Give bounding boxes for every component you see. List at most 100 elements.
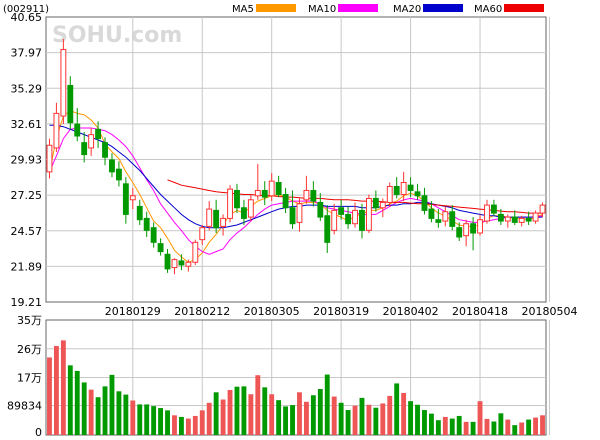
volume-bar — [60, 340, 66, 435]
candle-body — [206, 208, 213, 227]
candle-body — [289, 207, 296, 225]
volume-bar — [88, 389, 94, 435]
volume-bar — [109, 374, 115, 435]
candle-body — [365, 197, 372, 231]
candle-body — [386, 185, 393, 203]
candle-body — [171, 259, 178, 269]
volume-bar — [248, 394, 254, 435]
volume-bar — [422, 410, 427, 435]
candle-body — [122, 183, 129, 215]
candle-body — [157, 243, 164, 253]
candle-body — [345, 213, 352, 225]
legend-label: MA5 — [232, 4, 254, 15]
candle-body — [282, 193, 289, 209]
chart-header: (002911) MA5 MA10 MA20 MA60 — [3, 4, 544, 15]
candle-body — [227, 188, 233, 219]
candle-body — [477, 219, 483, 234]
y-tick-label: 37.97 — [11, 47, 43, 60]
volume-bar — [227, 389, 233, 435]
volume-bar — [324, 374, 330, 435]
volume-bar — [359, 397, 365, 435]
candle-body — [303, 189, 310, 201]
volume-bar — [276, 400, 282, 435]
y-tick-label: 24.57 — [11, 225, 43, 238]
candle-body — [324, 215, 331, 243]
volume-bar — [428, 413, 434, 435]
candle-body — [150, 227, 157, 243]
volume-bar — [290, 405, 295, 435]
candle-body — [129, 195, 136, 201]
volume-bar — [102, 386, 108, 435]
volume-tick-label: 17万 — [17, 372, 42, 385]
candle-body — [74, 123, 81, 137]
candle-body — [247, 199, 254, 218]
ma-line-ma10 — [49, 127, 543, 255]
candle-body — [331, 209, 338, 231]
volume-bar — [435, 420, 441, 435]
volume-bar — [151, 406, 157, 435]
volume-bar — [123, 394, 129, 435]
volume-bar — [74, 370, 80, 435]
volume-tick-label: 89834 — [7, 399, 42, 412]
candle-body — [275, 181, 282, 195]
volume-bar — [408, 401, 414, 435]
volume-bar — [491, 421, 497, 435]
volume-bar — [199, 410, 205, 435]
volume-bar — [380, 403, 386, 435]
x-tick-label: 20180504 — [521, 305, 577, 318]
volume-bar — [317, 389, 323, 435]
candle-body — [393, 185, 400, 195]
y-tick-label: 29.93 — [11, 154, 43, 167]
legend-swatch — [504, 4, 544, 12]
volume-tick-label: 0 — [35, 426, 42, 439]
volume-bar — [95, 397, 101, 435]
candle-body — [400, 181, 407, 195]
volume-bar — [47, 357, 52, 435]
ma-line-ma20 — [49, 124, 543, 229]
candle-body — [504, 216, 511, 222]
volume-bar — [262, 387, 268, 435]
candle-body — [261, 189, 268, 198]
volume-bar — [310, 395, 316, 435]
candle-body — [178, 260, 185, 266]
candle-body — [470, 223, 477, 234]
candle-body — [442, 211, 449, 222]
candle-body — [109, 159, 115, 173]
candle-body — [81, 142, 88, 156]
candle-body — [435, 219, 442, 223]
candle-body — [310, 189, 317, 202]
volume-bar — [373, 407, 379, 435]
stock-code: (002911) — [3, 4, 49, 15]
volume-bar — [185, 418, 191, 435]
x-tick-label: 20180418 — [452, 305, 508, 318]
candle-body — [46, 144, 53, 173]
candle-body — [456, 227, 463, 238]
volume-bar — [442, 416, 448, 435]
volume-tick-label: 35万 — [17, 314, 42, 327]
candle-body — [532, 212, 539, 222]
volume-bar — [67, 365, 73, 435]
volume-bar — [338, 402, 344, 435]
y-tick-label: 19.21 — [11, 296, 43, 309]
volume-bar — [303, 401, 309, 435]
candle-body — [497, 213, 504, 222]
volume-bar — [470, 421, 476, 435]
volume-bar — [255, 375, 261, 435]
candle-body — [192, 241, 199, 263]
volume-bar — [241, 386, 247, 435]
candle-body — [379, 201, 386, 209]
candle-body — [95, 128, 102, 140]
candle-body — [53, 112, 60, 149]
ma-line-ma5 — [49, 110, 543, 263]
candle-body — [338, 207, 345, 215]
volume-bar — [401, 392, 407, 435]
x-tick-label: 20180129 — [105, 305, 161, 318]
candle-body — [220, 217, 227, 227]
candle-body — [372, 197, 379, 209]
candle-body — [490, 204, 497, 214]
volume-bar — [165, 410, 170, 435]
candle-body — [102, 142, 108, 158]
volume-panel: 35万 26万 17万 89834 0 — [7, 314, 550, 439]
y-tick-label: 35.29 — [11, 82, 43, 95]
candle-body — [317, 201, 324, 218]
